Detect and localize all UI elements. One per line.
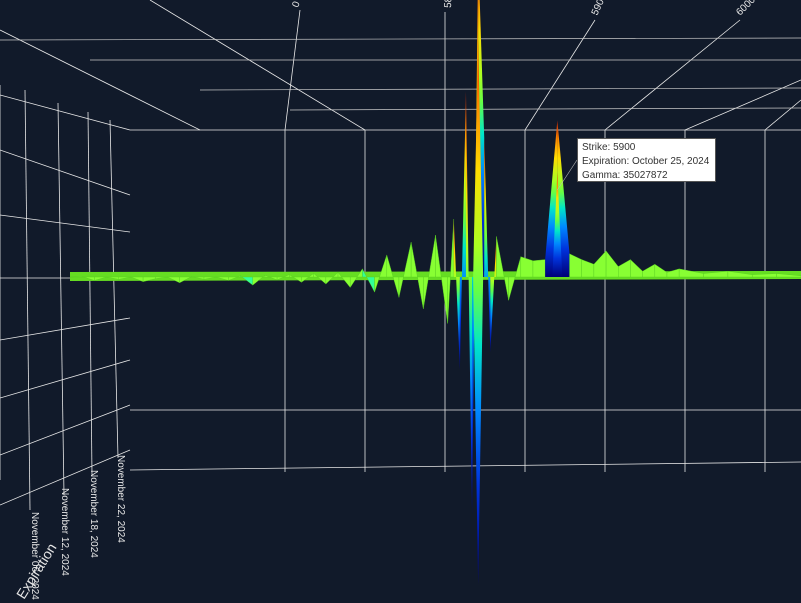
surface-segment-5850[interactable] — [496, 236, 509, 301]
grid-line-left-vertical-3 — [87, 111, 93, 476]
hover-tooltip: Strike: 5900 Expiration: October 25, 202… — [577, 138, 716, 182]
grid-line-ceiling-1 — [0, 94, 131, 131]
surface-segment-5950[interactable] — [618, 259, 631, 278]
surface-spike-5900[interactable] — [552, 172, 563, 277]
tooltip-strike: Strike: 5900 — [582, 142, 636, 153]
grid-line-left-horizontal-3 — [0, 317, 131, 341]
grid-layer — [0, 0, 801, 511]
grid-line-back-horizontal-3 — [129, 461, 801, 471]
grid-line-ceiling-0 — [0, 29, 201, 131]
grid-line-ceiling-8 — [764, 99, 801, 131]
strike-axis-ticks: 0 5800 5900 6000 — [290, 0, 758, 18]
gamma-surface[interactable] — [69, 0, 801, 585]
surface-segment-5840[interactable] — [484, 137, 491, 353]
surface-segment-5930[interactable] — [593, 250, 607, 278]
surface-segment-5990[interactable] — [666, 268, 680, 278]
grid-line-ceiling-cross-0 — [0, 37, 801, 41]
surface-segment-5870[interactable] — [520, 256, 534, 278]
surface-segment-5820[interactable] — [459, 91, 466, 370]
grid-line-left-horizontal-1 — [0, 214, 131, 233]
surface-segment-5570[interactable] — [155, 276, 168, 279]
surface-segment-5970[interactable] — [642, 263, 655, 278]
surface-segment-5980[interactable] — [654, 263, 668, 278]
surface-segment-5910[interactable] — [569, 253, 582, 278]
grid-line-ceiling-6 — [604, 19, 741, 131]
surface-segment-5920[interactable] — [581, 259, 595, 278]
surface-spike-main[interactable] — [473, 39, 484, 585]
surface-segment-5845[interactable] — [490, 236, 497, 353]
expiration-tick-1: November 12, 2024 — [59, 488, 70, 576]
grid-line-left-vertical-4 — [109, 119, 119, 459]
grid-line-ceiling-7 — [684, 79, 801, 131]
strike-tick-3: 6000 — [734, 0, 758, 18]
expiration-axis-ticks: November 06, 2024 November 12, 2024 Nove… — [29, 455, 126, 600]
hover-pointer — [557, 159, 578, 191]
surface-segment-5560[interactable] — [142, 276, 156, 282]
surface-segment-5770[interactable] — [398, 242, 412, 298]
surface-segment-5815[interactable] — [453, 219, 460, 370]
grid-line-left-vertical-1 — [24, 89, 31, 511]
strike-tick-0: 0 — [290, 0, 302, 9]
surface-segment-5540[interactable] — [118, 276, 131, 280]
expiration-tick-0: November 06, 2024 — [29, 512, 40, 600]
grid-line-left-horizontal-6 — [0, 449, 131, 506]
surface-segment-5520[interactable] — [94, 276, 107, 281]
grid-line-ceiling-2 — [149, 0, 366, 131]
tooltip-gamma: Gamma: 35027872 — [582, 170, 668, 181]
grid-line-ceiling-cross-3 — [289, 107, 801, 111]
grid-line-left-vertical-2 — [57, 102, 65, 496]
surface-segment-6000[interactable] — [678, 268, 704, 278]
grid-line-left-horizontal-5 — [0, 404, 131, 456]
grid-line-ceiling-3 — [284, 9, 301, 131]
grid-line-left-horizontal-0 — [0, 149, 131, 196]
expiration-tick-3: November 22, 2024 — [115, 455, 126, 543]
surface-segment-5810[interactable] — [447, 218, 454, 324]
grid-line-left-horizontal-4 — [0, 359, 131, 399]
tooltip-expiration: Expiration: October 25, 2024 — [582, 156, 710, 167]
surface-segment-6080[interactable] — [776, 273, 801, 278]
surface-segment-5880[interactable] — [532, 259, 546, 278]
grid-line-ceiling-5 — [524, 19, 596, 131]
surface-segment-5825[interactable] — [465, 91, 473, 515]
surface-segment-5610[interactable] — [203, 276, 217, 280]
strike-tick-1: 5800 — [443, 0, 455, 8]
expiration-tick-2: November 18, 2024 — [88, 470, 99, 558]
strike-tick-2: 5900 — [590, 0, 610, 17]
grid-line-ceiling-cross-2 — [199, 87, 801, 91]
surface-segment-5960[interactable] — [630, 259, 643, 278]
surface-segment-5940[interactable] — [605, 250, 619, 278]
